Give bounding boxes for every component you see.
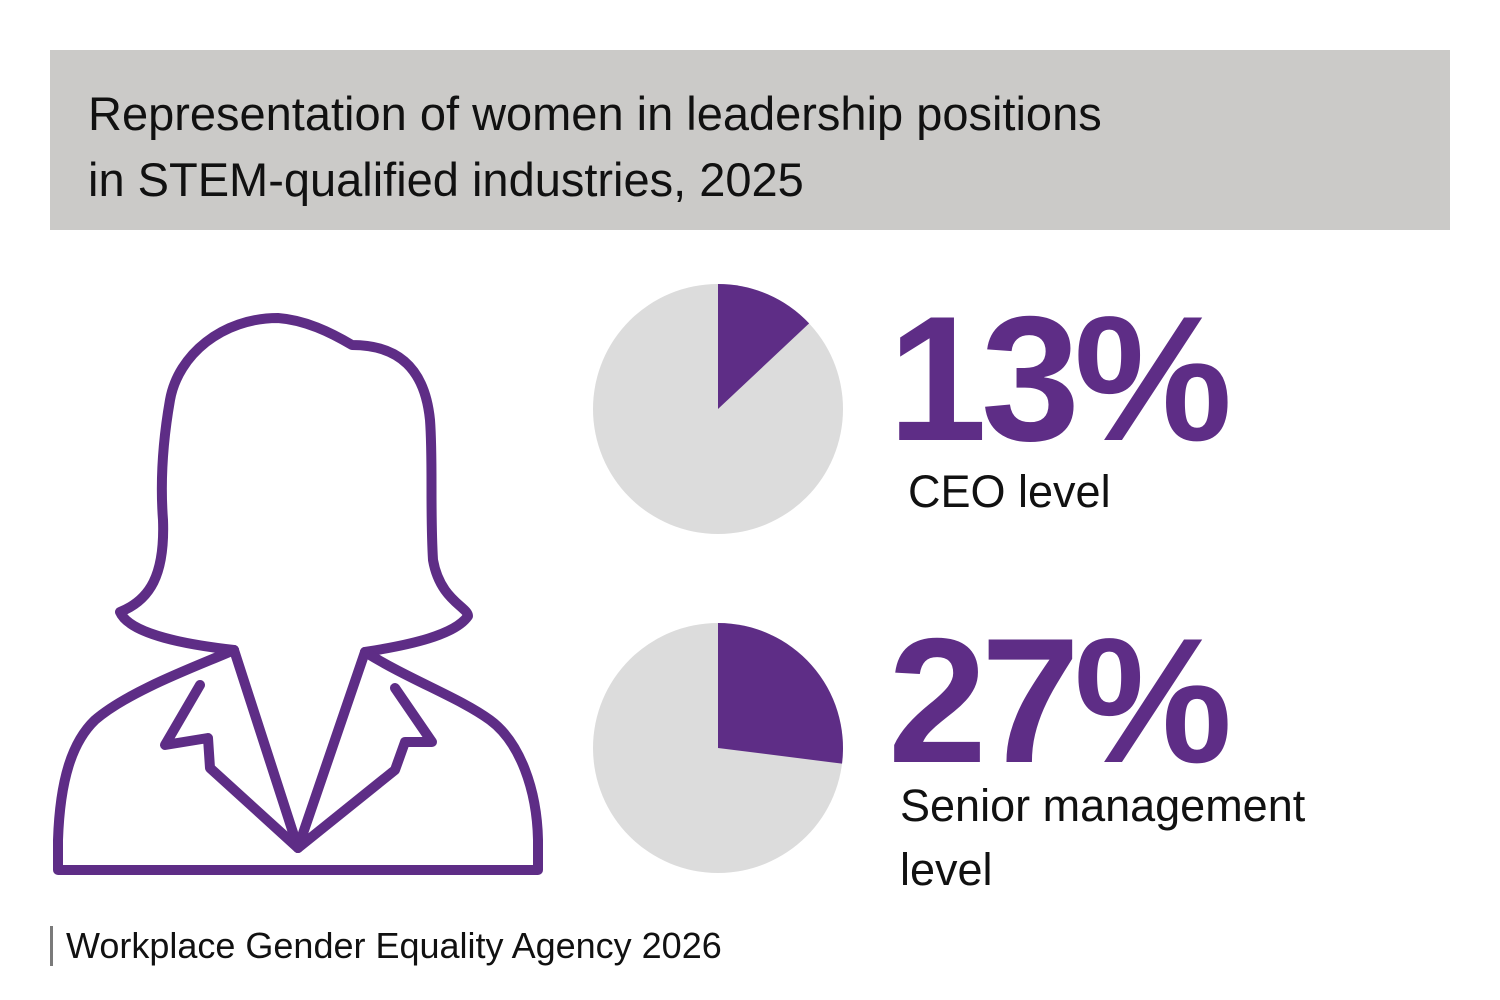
senior-management-label-line-1: Senior management [900,780,1306,831]
chart-title-line-2: in STEM-qualified industries, 2025 [88,153,804,206]
source-text: Workplace Gender Equality Agency 2026 [66,925,722,966]
senior-management-label: Senior management level [900,774,1305,902]
woman-silhouette-icon [53,313,543,875]
pie-slice [718,284,810,409]
ceo-label: CEO level [908,460,1111,524]
left-lapel [160,645,303,853]
body-outline [53,645,543,875]
pie-ceo-level [593,284,843,534]
source-divider [50,926,53,966]
senior-management-label-line-2: level [900,844,993,895]
pie-slice [718,623,843,764]
pie-senior-management-level [593,623,843,873]
hair-outline [115,313,473,657]
senior-management-percentage: 27% [888,601,1232,800]
title-banner: Representation of women in leadership po… [50,50,1450,230]
ceo-percentage: 13% [888,279,1232,478]
right-lapel [293,647,437,853]
ceo-label-line-1: CEO level [908,466,1111,517]
source-note: Workplace Gender Equality Agency 2026 [50,922,722,970]
chart-title-line-1: Representation of women in leadership po… [88,87,1102,140]
